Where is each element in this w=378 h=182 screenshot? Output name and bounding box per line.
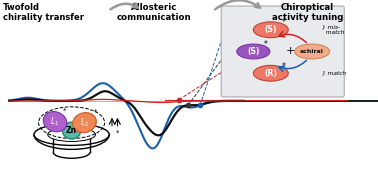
- Text: (S): (S): [265, 25, 277, 34]
- Text: Chiroptical
activity tuning: Chiroptical activity tuning: [272, 3, 343, 22]
- Text: Twofold
chirality transfer: Twofold chirality transfer: [3, 3, 84, 22]
- Text: $L_2$: $L_2$: [80, 116, 89, 129]
- Text: } mis-
  match: } mis- match: [322, 24, 345, 35]
- Text: +: +: [285, 46, 295, 56]
- Ellipse shape: [295, 44, 330, 59]
- Text: achiral: achiral: [300, 49, 324, 54]
- Ellipse shape: [253, 22, 288, 38]
- Text: Zn: Zn: [66, 126, 77, 135]
- Text: (S): (S): [247, 47, 260, 56]
- Text: *: *: [282, 18, 286, 27]
- Text: } match: } match: [322, 71, 347, 76]
- Text: *: *: [282, 62, 286, 71]
- Text: (R): (R): [264, 69, 277, 78]
- Text: *: *: [64, 108, 67, 114]
- Ellipse shape: [62, 122, 81, 139]
- Text: *: *: [116, 130, 119, 136]
- Ellipse shape: [43, 112, 67, 132]
- Text: *: *: [263, 40, 267, 49]
- Ellipse shape: [237, 44, 270, 59]
- Text: Allosteric
communication: Allosteric communication: [117, 3, 192, 22]
- Ellipse shape: [73, 113, 96, 133]
- Ellipse shape: [253, 65, 288, 81]
- FancyBboxPatch shape: [221, 6, 344, 97]
- Text: *: *: [94, 109, 97, 115]
- Text: $L_1$: $L_1$: [50, 115, 59, 128]
